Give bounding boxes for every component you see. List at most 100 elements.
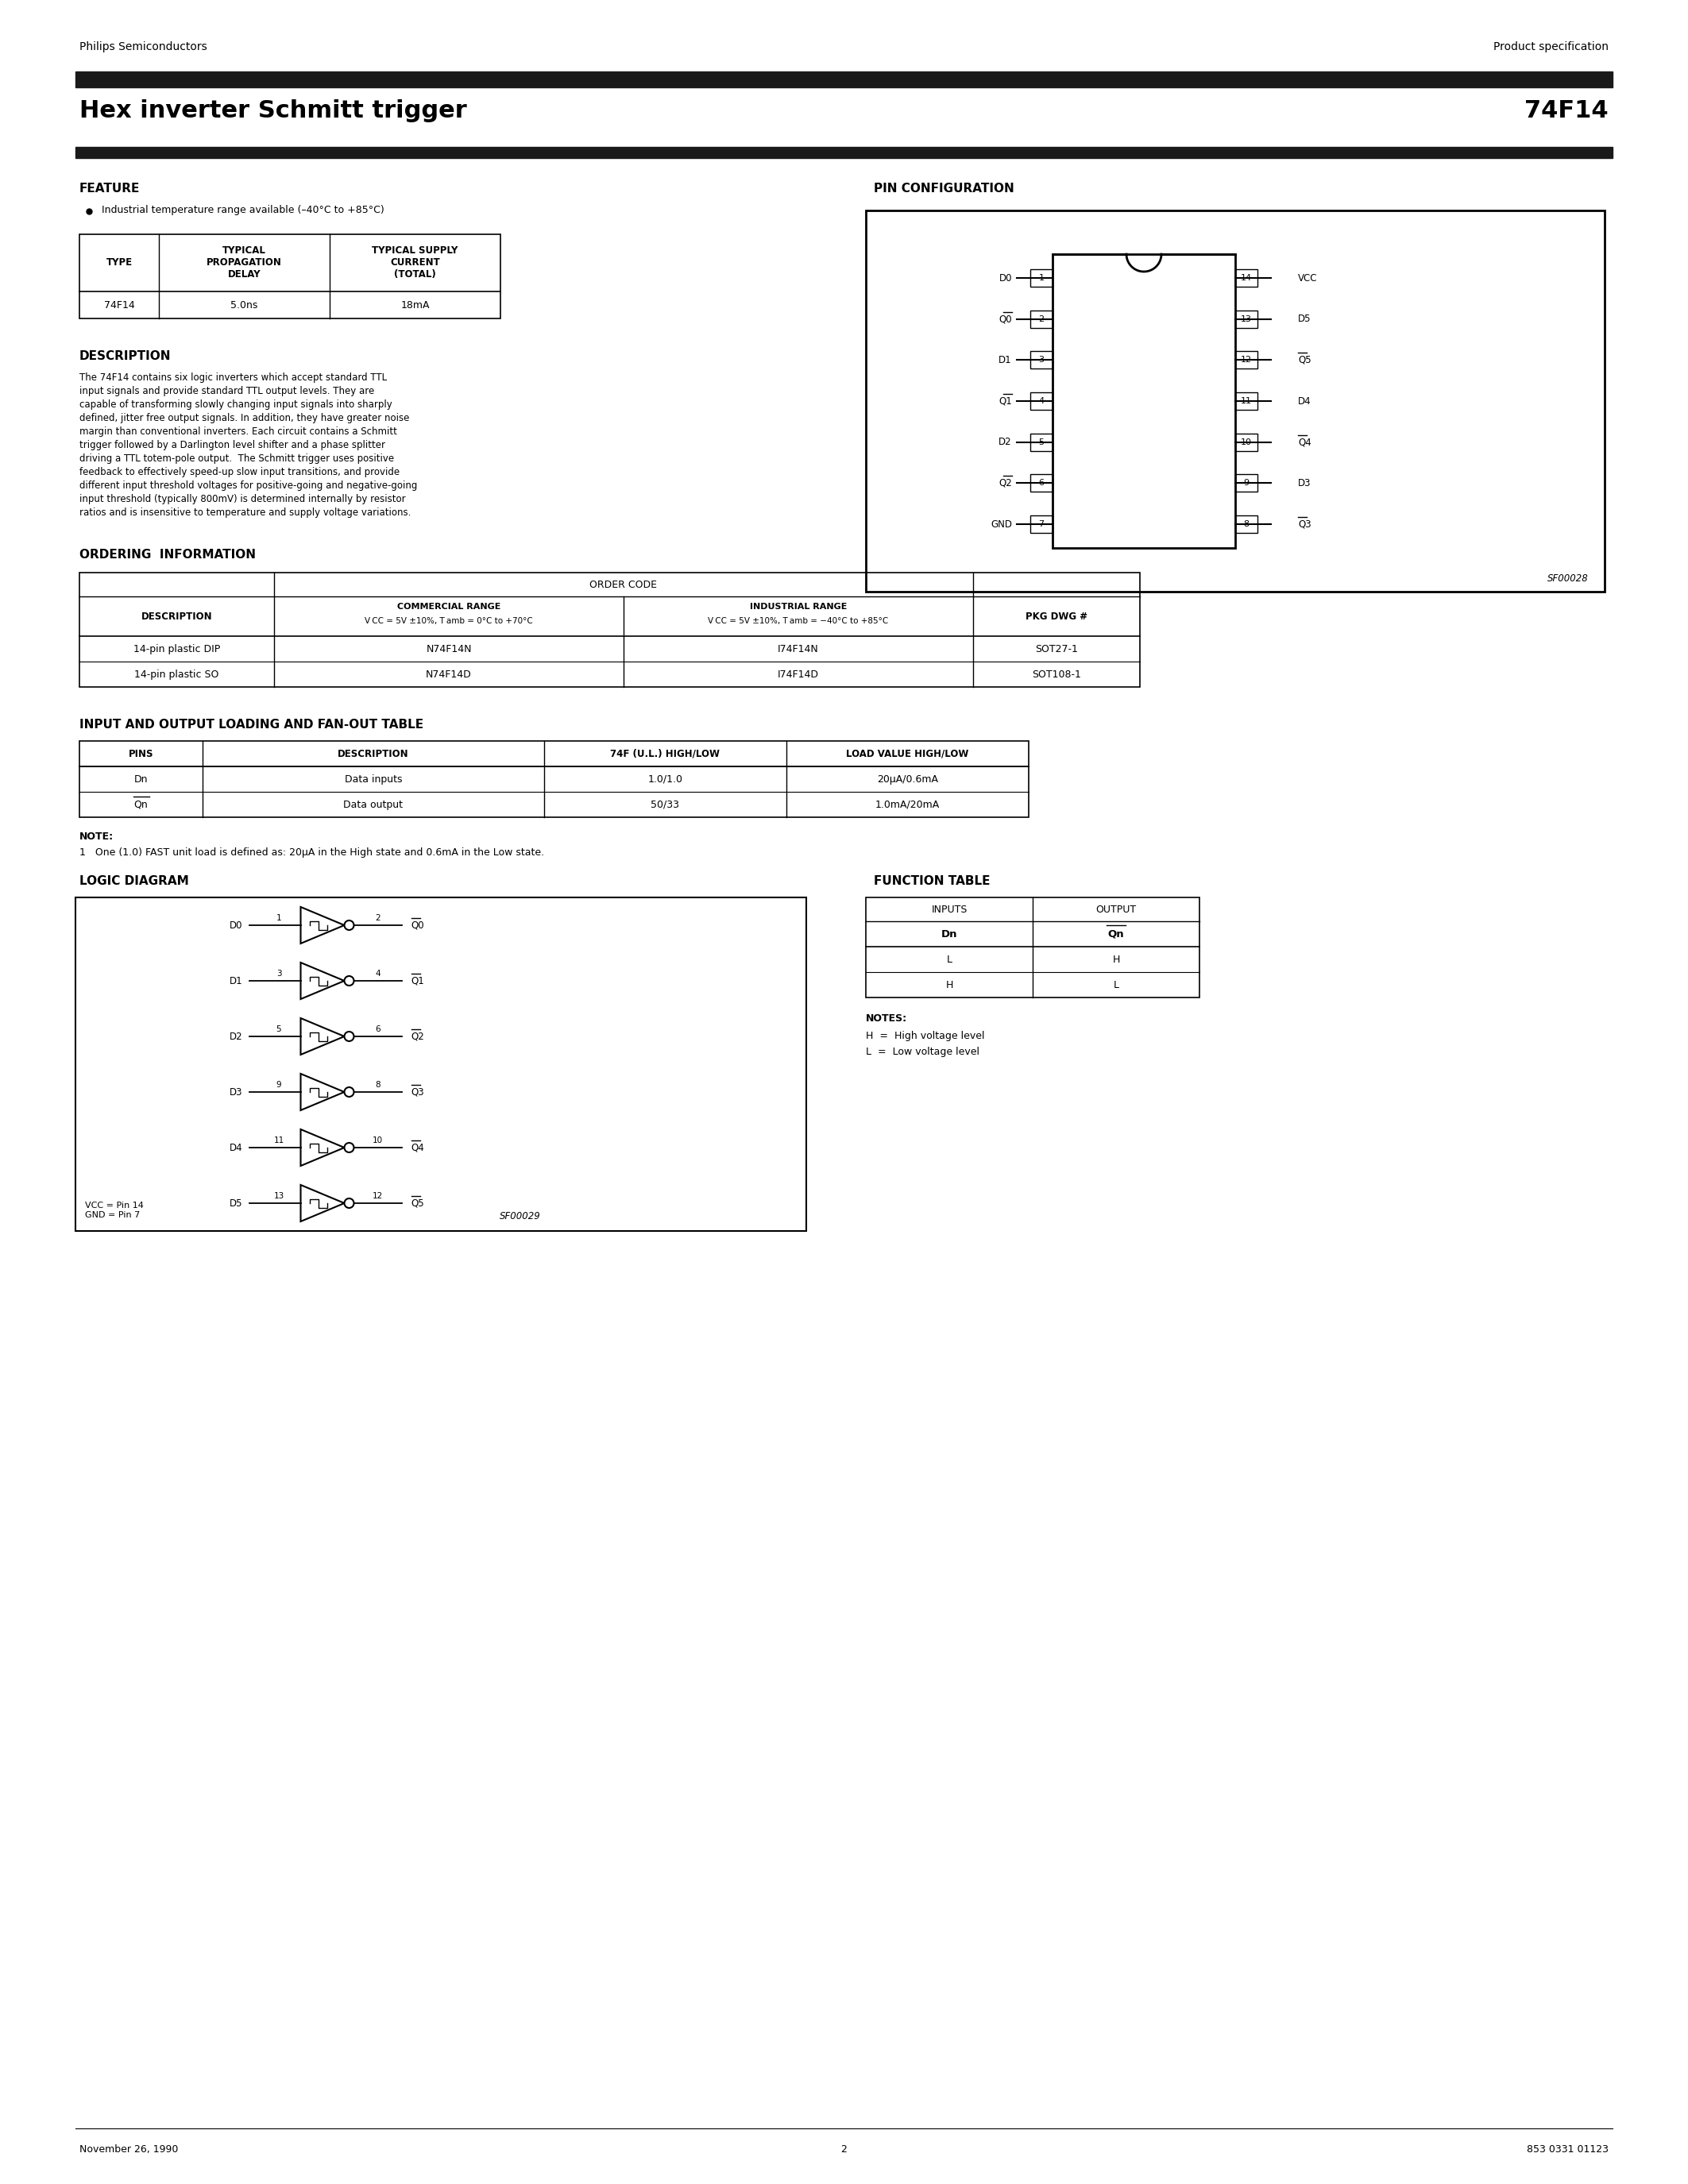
- Text: D4: D4: [230, 1142, 243, 1153]
- Text: 14-pin plastic DIP: 14-pin plastic DIP: [133, 644, 219, 653]
- Text: 9: 9: [277, 1081, 282, 1090]
- Text: 2: 2: [841, 2145, 847, 2156]
- Text: Q3: Q3: [412, 1088, 424, 1096]
- Text: Q3: Q3: [1298, 520, 1312, 529]
- Bar: [1236, 352, 1258, 369]
- Text: D5: D5: [230, 1199, 243, 1208]
- Text: D2: D2: [230, 1031, 243, 1042]
- Text: 5: 5: [1038, 439, 1045, 446]
- Text: D4: D4: [1298, 395, 1312, 406]
- Text: DESCRIPTION: DESCRIPTION: [79, 349, 170, 363]
- Text: November 26, 1990: November 26, 1990: [79, 2145, 179, 2156]
- Text: 18mA: 18mA: [400, 299, 429, 310]
- Text: N74F14N: N74F14N: [425, 644, 471, 653]
- Text: Q0: Q0: [999, 314, 1013, 323]
- Text: 853 0331 01123: 853 0331 01123: [1526, 2145, 1609, 2156]
- Text: 11: 11: [1241, 397, 1252, 404]
- Text: 14-pin plastic SO: 14-pin plastic SO: [135, 668, 219, 679]
- Text: 2: 2: [1038, 314, 1045, 323]
- Text: (TOTAL): (TOTAL): [393, 269, 436, 280]
- Text: D2: D2: [999, 437, 1013, 448]
- Bar: [1030, 432, 1053, 450]
- Bar: [866, 898, 1200, 998]
- Text: Q5: Q5: [1298, 354, 1312, 365]
- Bar: [1236, 393, 1258, 411]
- Text: VCC = Pin 14
GND = Pin 7: VCC = Pin 14 GND = Pin 7: [84, 1201, 143, 1219]
- Bar: [1030, 352, 1053, 369]
- Text: 13: 13: [273, 1192, 284, 1199]
- Text: defined, jitter free output signals. In addition, they have greater noise: defined, jitter free output signals. In …: [79, 413, 410, 424]
- Text: FUNCTION TABLE: FUNCTION TABLE: [874, 876, 991, 887]
- Text: DELAY: DELAY: [228, 269, 260, 280]
- Text: 20μA/0.6mA: 20μA/0.6mA: [878, 773, 939, 784]
- Text: 3: 3: [277, 970, 282, 978]
- Text: DESCRIPTION: DESCRIPTION: [338, 749, 408, 758]
- Text: INPUTS: INPUTS: [932, 904, 967, 915]
- Bar: [76, 146, 1612, 157]
- Text: FEATURE: FEATURE: [79, 183, 140, 194]
- Text: Data output: Data output: [344, 799, 403, 810]
- Text: 74F (U.L.) HIGH/LOW: 74F (U.L.) HIGH/LOW: [611, 749, 721, 758]
- Text: INDUSTRIAL RANGE: INDUSTRIAL RANGE: [749, 603, 847, 612]
- Text: L: L: [1114, 981, 1119, 989]
- Text: feedback to effectively speed-up slow input transitions, and provide: feedback to effectively speed-up slow in…: [79, 467, 400, 478]
- Text: TYPE: TYPE: [106, 258, 132, 266]
- Text: D3: D3: [1298, 478, 1312, 489]
- Text: Product specification: Product specification: [1494, 41, 1609, 52]
- Text: SF00029: SF00029: [500, 1212, 540, 1221]
- Bar: [1030, 310, 1053, 328]
- Text: D5: D5: [1298, 314, 1312, 323]
- Text: different input threshold voltages for positive-going and negative-going: different input threshold voltages for p…: [79, 480, 417, 491]
- Text: I74F14D: I74F14D: [778, 668, 819, 679]
- Text: V CC = 5V ±10%, T amb = 0°C to +70°C: V CC = 5V ±10%, T amb = 0°C to +70°C: [365, 618, 533, 625]
- Bar: [79, 740, 1028, 817]
- Text: L  =  Low voltage level: L = Low voltage level: [866, 1046, 979, 1057]
- Text: NOTES:: NOTES:: [866, 1013, 906, 1024]
- Text: D3: D3: [230, 1088, 243, 1096]
- Text: PIN CONFIGURATION: PIN CONFIGURATION: [874, 183, 1014, 194]
- Bar: [1030, 269, 1053, 286]
- Text: 14: 14: [1241, 273, 1252, 282]
- Text: 1.0mA/20mA: 1.0mA/20mA: [876, 799, 940, 810]
- Text: Data inputs: Data inputs: [344, 773, 402, 784]
- Text: H: H: [1112, 954, 1119, 965]
- Text: COMMERCIAL RANGE: COMMERCIAL RANGE: [397, 603, 501, 612]
- Text: L: L: [947, 954, 952, 965]
- Text: TYPICAL: TYPICAL: [223, 245, 267, 256]
- Text: CURRENT: CURRENT: [390, 258, 441, 266]
- Text: Hex inverter Schmitt trigger: Hex inverter Schmitt trigger: [79, 98, 468, 122]
- Text: Q5: Q5: [412, 1199, 424, 1208]
- Text: margin than conventional inverters. Each circuit contains a Schmitt: margin than conventional inverters. Each…: [79, 426, 397, 437]
- Text: Dn: Dn: [942, 928, 957, 939]
- Bar: [1053, 253, 1236, 548]
- Text: 12: 12: [1241, 356, 1252, 365]
- Bar: [1236, 269, 1258, 286]
- Text: 2: 2: [375, 915, 380, 922]
- Text: D1: D1: [999, 354, 1013, 365]
- Text: Dn: Dn: [133, 773, 149, 784]
- Text: input threshold (typically 800mV) is determined internally by resistor: input threshold (typically 800mV) is det…: [79, 494, 405, 505]
- Bar: [1030, 393, 1053, 411]
- Text: 7: 7: [1038, 520, 1045, 529]
- Text: 8: 8: [1244, 520, 1249, 529]
- Text: input signals and provide standard TTL output levels. They are: input signals and provide standard TTL o…: [79, 387, 375, 395]
- Text: 12: 12: [373, 1192, 383, 1199]
- Text: 1.0/1.0: 1.0/1.0: [648, 773, 682, 784]
- Text: D0: D0: [999, 273, 1013, 284]
- Text: Industrial temperature range available (–40°C to +85°C): Industrial temperature range available (…: [101, 205, 385, 216]
- Bar: [79, 572, 1139, 688]
- Text: TYPICAL SUPPLY: TYPICAL SUPPLY: [371, 245, 457, 256]
- Text: 74F14: 74F14: [103, 299, 135, 310]
- Bar: [1030, 474, 1053, 491]
- Text: 4: 4: [1038, 397, 1045, 404]
- Text: H  =  High voltage level: H = High voltage level: [866, 1031, 984, 1042]
- Text: 50/33: 50/33: [652, 799, 680, 810]
- Text: 1: 1: [277, 915, 282, 922]
- Text: 5.0ns: 5.0ns: [231, 299, 258, 310]
- Text: DESCRIPTION: DESCRIPTION: [142, 612, 213, 622]
- Text: 1: 1: [1038, 273, 1045, 282]
- Text: D0: D0: [230, 919, 243, 930]
- Text: 1   One (1.0) FAST unit load is defined as: 20μA in the High state and 0.6mA in : 1 One (1.0) FAST unit load is defined as…: [79, 847, 544, 858]
- Text: 8: 8: [375, 1081, 380, 1090]
- Text: VCC: VCC: [1298, 273, 1317, 284]
